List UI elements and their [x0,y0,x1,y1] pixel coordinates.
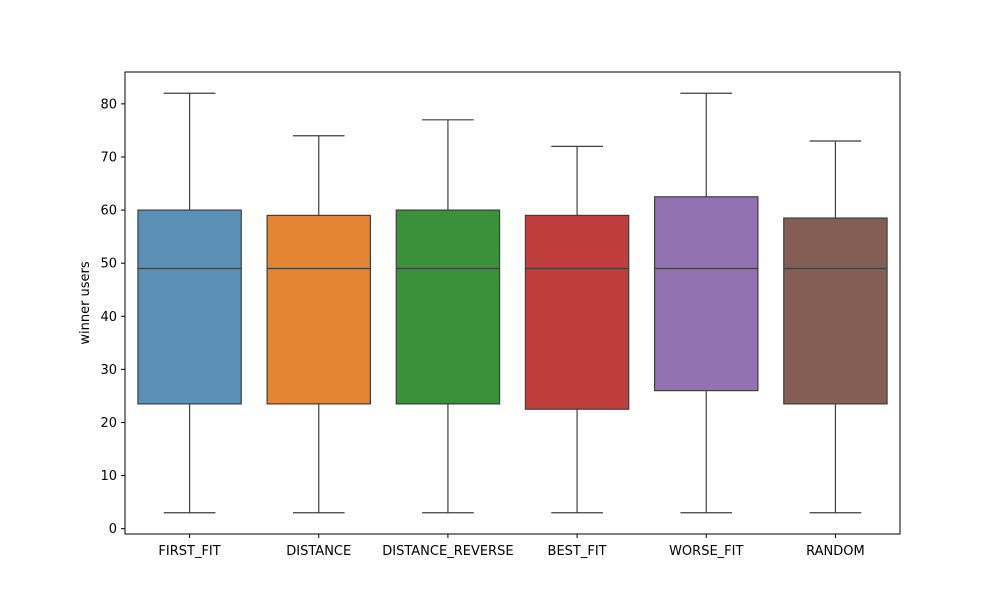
y-tick-label: 50 [100,257,117,272]
box-group [137,92,242,514]
x-tick-label: DISTANCE [286,544,351,559]
box-iqr [783,217,888,405]
box-iqr [653,196,759,392]
y-axis: 0 10 20 30 40 50 60 70 80 [100,97,125,537]
y-tick-label: 80 [100,97,117,112]
box-group [524,145,630,514]
plot-frame [124,71,901,535]
x-tick-label: WORSE_FIT [669,544,743,559]
y-tick-label: 70 [100,150,117,165]
x-tick-label: DISTANCE_REVERSE [382,544,513,559]
boxes-layer [137,92,888,514]
box-group [653,92,759,514]
box-group [395,119,501,514]
y-axis-label: winner users [78,261,93,345]
y-tick-label: 30 [100,363,117,378]
y-tick-label: 20 [100,416,117,431]
box-iqr [266,214,372,405]
box-iqr [524,214,630,410]
box-group [783,140,888,514]
y-tick-label: 40 [100,310,117,325]
y-tick-label: 10 [100,469,117,484]
box-iqr [395,209,501,405]
x-tick-label: RANDOM [806,544,865,559]
x-tick-label: BEST_FIT [548,544,607,559]
y-tick-label: 60 [100,204,117,219]
x-tick-label: FIRST_FIT [158,544,220,559]
y-tick-label: 0 [109,522,117,537]
box-group [266,135,372,514]
x-axis: FIRST_FIT DISTANCE DISTANCE_REVERSE BEST_FI… [158,534,865,559]
box-iqr [137,209,242,405]
